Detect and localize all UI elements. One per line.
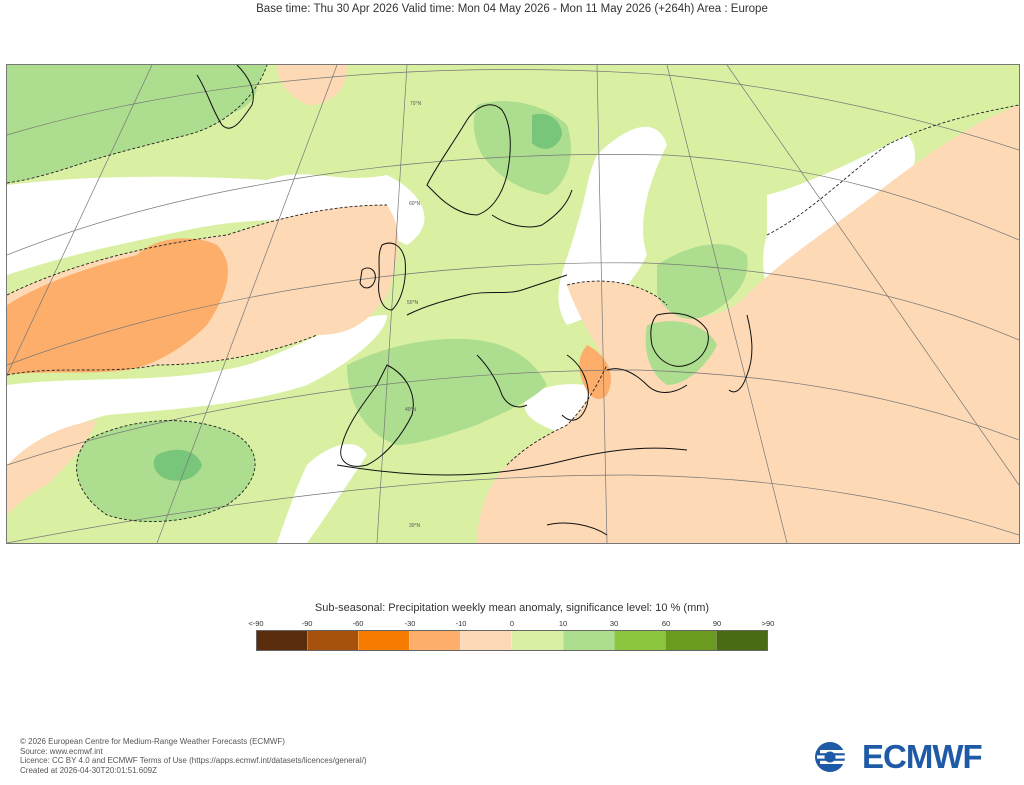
- copyright-line: © 2026 European Centre for Medium-Range …: [20, 737, 285, 746]
- graticule: [7, 65, 1019, 543]
- legend-label: 90: [712, 619, 722, 628]
- wet-region-ukraine: [657, 244, 748, 319]
- legend-swatch: [307, 631, 359, 650]
- legend-label: -60: [352, 619, 364, 628]
- ecmwf-logo-text: ECMWF: [862, 738, 983, 775]
- created-line: Created at 2026-04-30T20:01:51.609Z: [20, 765, 157, 775]
- licence-line: Licence: CC BY 4.0 and ECMWF Terms of Us…: [20, 756, 367, 766]
- map-panel[interactable]: 70°N 60°N 50°N 40°N 30°N: [6, 64, 1020, 544]
- white-band-eastern-europe: [558, 126, 667, 326]
- legend-swatch: [664, 631, 716, 650]
- legend-swatch: [613, 631, 665, 650]
- wet-region-scandinavia-core: [532, 113, 562, 149]
- legend-labels: <-90 -90 -60 -30 -10 0 10 30 60 90 >90: [0, 619, 1024, 631]
- lat-label-70: 70°N: [410, 101, 422, 107]
- legend-swatch: [562, 631, 614, 650]
- wet-region-central-europe: [347, 338, 547, 445]
- legend-swatch: [257, 631, 308, 650]
- white-band-central-atlantic: [7, 315, 387, 465]
- source-line: Source: www.ecmwf.int: [20, 746, 103, 756]
- footer-credits: © 2026 European Centre for Medium-Range …: [20, 737, 367, 775]
- lat-label-30: 30°N: [409, 523, 421, 529]
- white-band-north-atlantic: [7, 174, 425, 275]
- dry-region-north-pole: [277, 65, 347, 105]
- lat-label-50: 50°N: [407, 300, 419, 306]
- page-title: Base time: Thu 30 Apr 2026 Valid time: M…: [256, 3, 768, 15]
- legend-swatch: [409, 631, 461, 650]
- lat-label-40: 40°N: [405, 407, 417, 413]
- legend-label: 30: [609, 619, 619, 628]
- ecmwf-logo: ECMWF: [814, 738, 1004, 775]
- legend-swatch: [460, 631, 512, 650]
- legend-label: >90: [761, 619, 775, 628]
- latitude-labels: 70°N 60°N 50°N 40°N 30°N: [405, 101, 422, 529]
- legend-swatch: [358, 631, 410, 650]
- lat-label-60: 60°N: [409, 201, 421, 207]
- legend-swatch: [715, 631, 767, 650]
- legend-colorbar: [256, 630, 768, 651]
- dry-region-mid-atlantic: [7, 238, 228, 375]
- map-canvas: 70°N 60°N 50°N 40°N 30°N: [7, 65, 1019, 543]
- legend-label: -10: [455, 619, 467, 628]
- legend-label: 0: [509, 619, 515, 628]
- legend-label: -30: [404, 619, 416, 628]
- legend-label: <-90: [248, 619, 264, 628]
- wet-region-core: [153, 449, 202, 481]
- legend-label: 10: [558, 619, 568, 628]
- dry-region-west-ocean: [7, 420, 97, 515]
- legend-label: 60: [661, 619, 671, 628]
- coastlines: [196, 65, 753, 536]
- significance-contours: [7, 65, 1019, 523]
- legend-title: Sub-seasonal: Precipitation weekly mean …: [314, 602, 710, 614]
- ecmwf-logo-icon: [815, 742, 858, 772]
- legend-swatch: [511, 631, 563, 650]
- legend-label: -90: [301, 619, 313, 628]
- wet-region-black-sea: [645, 321, 717, 385]
- dry-region-east: [477, 105, 1019, 543]
